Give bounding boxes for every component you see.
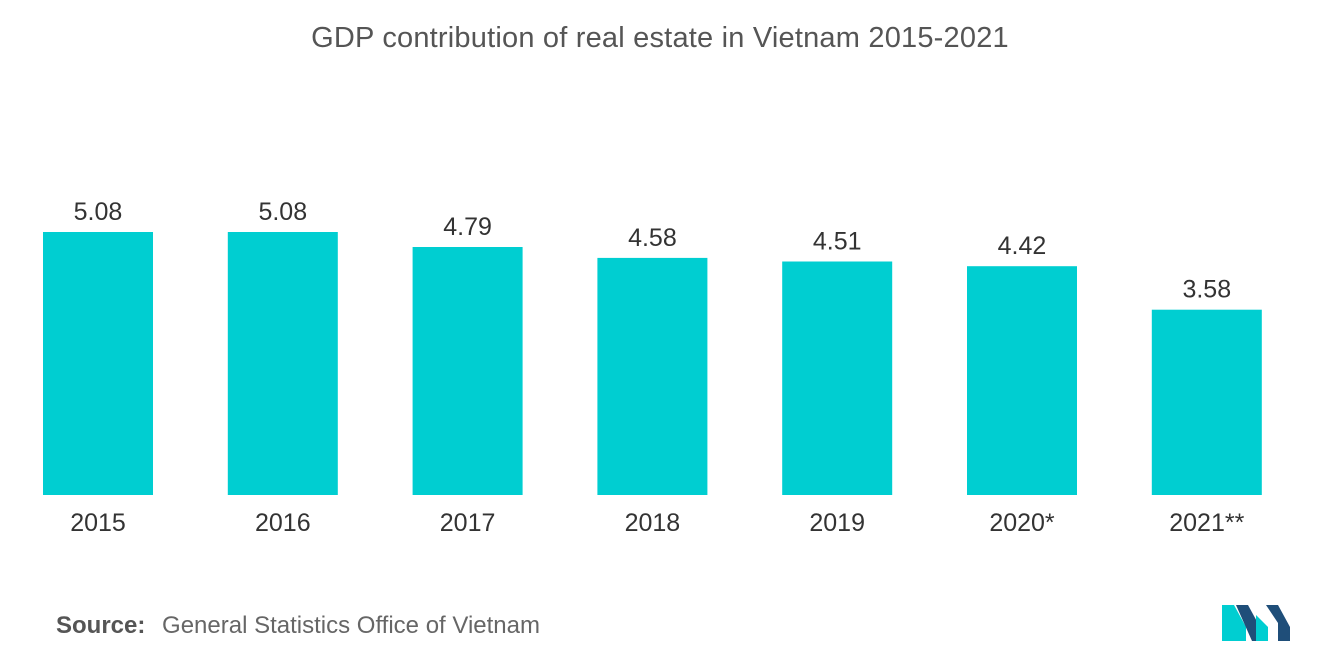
data-label-1: 5.08 xyxy=(258,198,307,226)
x-tick-label-2: 2017 xyxy=(440,509,496,537)
data-label-2: 4.79 xyxy=(443,213,492,241)
data-label-3: 4.58 xyxy=(628,224,677,252)
chart-title: GDP contribution of real estate in Vietn… xyxy=(311,22,1009,54)
bar-5 xyxy=(967,266,1077,495)
x-tick-label-3: 2018 xyxy=(625,509,681,537)
bar-2 xyxy=(412,247,523,495)
data-label-5: 4.42 xyxy=(998,232,1047,260)
data-label-6: 3.58 xyxy=(1182,276,1231,304)
bar-1 xyxy=(227,232,338,495)
x-tick-label-5: 2020* xyxy=(989,509,1055,537)
x-tick-label-1: 2016 xyxy=(255,509,311,537)
x-tick-label-0: 2015 xyxy=(70,509,126,537)
bar-4 xyxy=(782,261,893,495)
bar-6 xyxy=(1151,309,1262,495)
bar-3 xyxy=(597,257,708,495)
source-label: Source: xyxy=(56,612,146,639)
mordor-intelligence-logo-icon xyxy=(1222,605,1290,641)
data-label-0: 5.08 xyxy=(74,198,123,226)
bar-0 xyxy=(43,232,153,495)
source-note: Source: General Statistics Office of Vie… xyxy=(56,612,540,640)
source-text: General Statistics Office of Vietnam xyxy=(162,612,540,639)
x-tick-label-4: 2019 xyxy=(809,509,865,537)
data-label-4: 4.51 xyxy=(813,228,862,256)
x-tick-label-6: 2021** xyxy=(1169,509,1244,537)
